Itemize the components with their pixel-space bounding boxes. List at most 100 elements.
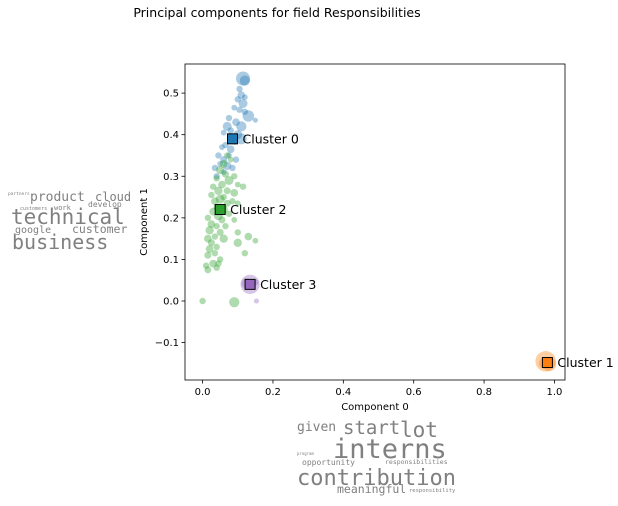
data-point — [239, 183, 247, 190]
cloud-word: interns — [333, 434, 447, 465]
data-point — [234, 181, 241, 188]
cloud-word: customers — [20, 206, 47, 212]
data-point — [220, 156, 228, 164]
chart-title: Principal components for field Responsib… — [133, 5, 420, 20]
data-point — [238, 99, 248, 108]
plot-frame — [184, 63, 566, 381]
y-tick-label: −0.1 — [155, 338, 179, 349]
data-point — [215, 152, 222, 159]
y-tick-label: 0.2 — [163, 213, 179, 224]
data-point — [209, 259, 217, 268]
cluster-centroid-marker — [244, 278, 256, 290]
data-point — [219, 234, 228, 243]
data-point — [213, 173, 220, 180]
data-point — [205, 226, 214, 235]
data-point — [237, 91, 246, 100]
data-point — [244, 232, 253, 241]
data-point — [236, 121, 247, 132]
data-point — [222, 222, 229, 230]
data-point — [211, 249, 219, 257]
x-tick-label: 0.8 — [476, 387, 492, 398]
data-point — [221, 170, 229, 178]
cloud-word: google — [15, 225, 51, 236]
data-point — [218, 180, 226, 189]
data-point — [207, 239, 215, 247]
cloud-word: start — [343, 417, 400, 439]
cluster-label: Cluster 2 — [230, 202, 286, 217]
cloud-word: responsibility — [409, 488, 456, 494]
data-point — [220, 193, 227, 201]
data-point — [235, 133, 247, 145]
data-point — [236, 106, 243, 113]
x-tick-label: 0.4 — [335, 387, 351, 398]
data-point — [214, 186, 223, 195]
data-point — [215, 260, 222, 267]
data-point — [218, 216, 226, 224]
data-point — [253, 298, 259, 304]
cluster-label: Cluster 3 — [260, 277, 316, 292]
x-tick-label: 0.0 — [195, 387, 211, 398]
data-point — [230, 189, 239, 197]
data-point — [220, 129, 227, 136]
data-point — [226, 145, 235, 154]
data-point — [231, 104, 238, 111]
data-point — [219, 159, 228, 168]
data-point — [222, 121, 232, 131]
data-point — [234, 229, 241, 236]
cloud-word: customer — [72, 222, 127, 236]
cloud-word: partners — [8, 191, 30, 197]
cloud-word: given — [297, 420, 336, 435]
cloud-word: responsibilities — [385, 458, 448, 466]
cloud-word: work — [54, 204, 72, 212]
data-point — [219, 144, 225, 151]
data-point — [227, 127, 234, 134]
data-point — [207, 220, 216, 228]
cluster-label: Cluster 0 — [243, 131, 299, 146]
cluster-centroid-marker — [214, 204, 226, 216]
data-point — [224, 175, 234, 185]
data-points — [199, 71, 557, 372]
y-tick-label: 0.5 — [163, 89, 179, 100]
cluster-label: Cluster 1 — [557, 355, 613, 370]
data-point — [208, 191, 215, 199]
data-point — [236, 71, 251, 86]
data-point — [211, 233, 219, 240]
cloud-word: contribution — [297, 466, 456, 491]
data-point — [229, 198, 236, 205]
cloud-word: program — [297, 451, 314, 456]
data-point — [226, 152, 232, 159]
data-point — [213, 243, 220, 251]
data-point — [241, 94, 248, 101]
cloud-word: opportunity — [302, 458, 355, 467]
data-point — [252, 117, 258, 123]
data-point — [215, 194, 225, 204]
data-point — [241, 249, 249, 257]
word-cloud-bottom: given start lot program interns opportun… — [297, 417, 456, 496]
data-point — [211, 197, 219, 206]
y-axis-label: Component 1 — [139, 188, 150, 256]
cloud-word: lot — [400, 418, 438, 442]
data-point — [211, 164, 219, 172]
data-point — [216, 228, 224, 236]
data-point — [224, 152, 231, 159]
x-tick-label: 0.2 — [265, 387, 281, 398]
data-point — [202, 262, 210, 269]
data-point — [227, 156, 234, 163]
data-point — [232, 156, 240, 163]
x-tick-label: 1.0 — [546, 387, 562, 398]
data-point — [234, 200, 241, 207]
cloud-word: product — [30, 190, 85, 205]
cloud-word: develop — [88, 200, 122, 209]
word-cloud-left: partners product cloud customers work de… — [8, 190, 131, 254]
data-point — [199, 297, 206, 305]
x-axis-label: Component 0 — [341, 402, 409, 413]
data-point — [225, 210, 233, 217]
data-point — [229, 297, 240, 308]
x-tick-label: 0.6 — [406, 387, 422, 398]
data-point — [213, 264, 220, 271]
data-point — [242, 110, 255, 122]
data-point — [231, 217, 238, 223]
plot-area: Cluster 0 Cluster 1 Cluster 2 Cluster 3 — [199, 71, 614, 372]
axes: 0.0 0.2 0.4 0.6 0.8 1.0 −0.1 0.0 0.1 0.2 0.3 0.4 0.5… — [139, 63, 566, 413]
